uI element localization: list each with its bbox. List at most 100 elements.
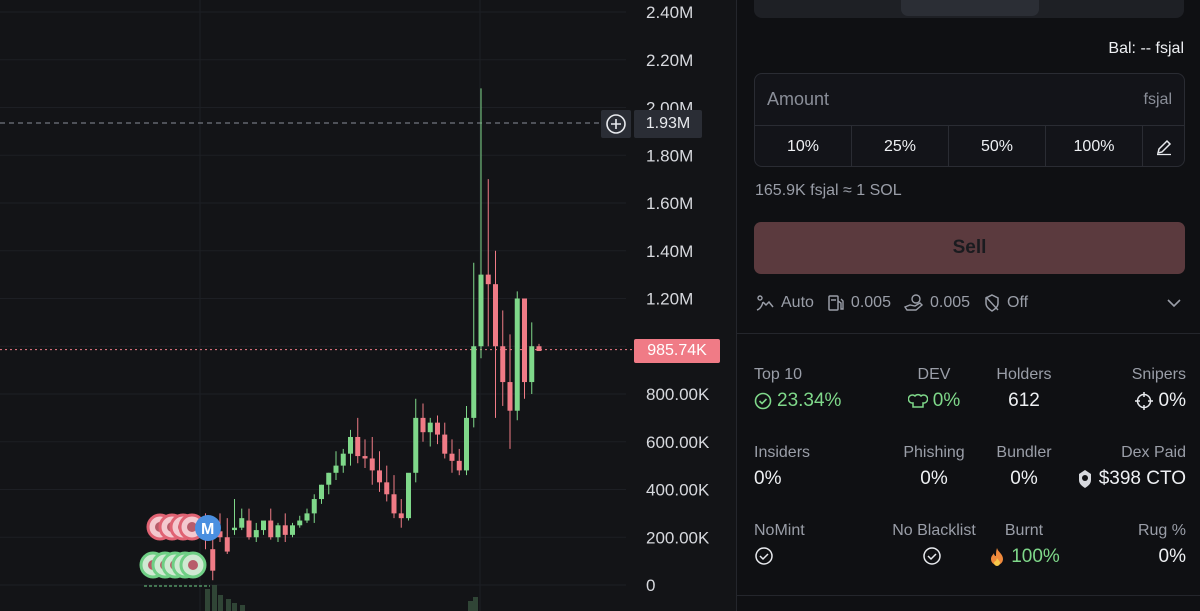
trade-marker-avatar [187,522,197,532]
candle-body [449,453,455,461]
candle-body [485,274,491,285]
tab-active[interactable] [901,0,1039,16]
exchange-rate: 165.9K fsjal ≈ 1 SOL [755,182,902,199]
price-axis-label: 1.40M [646,242,693,261]
trade-panel: Bal: -- fsjal Amount fsjal 10% 25% 50% 1… [736,0,1200,611]
candle-body [333,465,339,473]
current-price-tag: 985.74K [634,339,720,363]
candle-body [275,525,281,538]
tip-setting[interactable]: 0.005 [903,293,970,313]
candle-body [311,499,317,514]
stat-rug: Rug % 0% [1137,522,1186,567]
crosshair-price-tag: 1.93M [634,110,702,138]
candle-body [536,346,542,352]
stat-top10: Top 10 23.34% [754,366,842,411]
trade-marker-avatar [188,560,198,570]
crosshair-icon [1134,392,1153,410]
price-axis-label: 1.80M [646,146,693,165]
candle-body [514,298,520,411]
candle-body [369,458,375,471]
mev-protect-setting[interactable]: Off [982,293,1028,313]
tip-value: 0.005 [929,294,971,311]
candle-body [362,456,368,459]
chef-hat-icon [907,393,928,408]
candle-body [348,436,353,454]
volume-bar [240,605,245,611]
priority-fee-setting[interactable]: 0.005 [826,293,891,313]
mev-protect-value: Off [1007,294,1029,311]
volume-bar [232,603,237,611]
volume-bar [473,597,478,611]
stat-nomint: NoMint [754,522,805,566]
slippage-value: Auto [781,294,814,311]
price-axis-label: 2.40M [646,3,693,22]
volume-bar [205,589,210,611]
candle-body [406,472,411,519]
candle-body [290,525,295,535]
pct-50-button[interactable]: 50% [949,126,1046,166]
candle-body [427,422,433,433]
candle-body [529,346,535,383]
panel-bottom-divider [737,595,1200,596]
stat-burnt: Burnt 100% [964,522,1084,568]
check-circle-icon [922,547,941,565]
sell-button[interactable]: Sell [754,222,1185,274]
volume-bar [218,595,223,611]
candle-body [232,527,237,531]
order-type-tabs[interactable] [754,0,1184,18]
add-alert-plus-icon[interactable] [601,110,631,138]
edit-pencil-icon[interactable] [1143,126,1184,166]
candle-body [210,549,216,571]
candle-body [340,453,346,466]
candle-body [377,470,382,483]
check-circle-icon [754,392,772,410]
pct-25-button[interactable]: 25% [852,126,949,166]
amount-input-box[interactable]: Amount fsjal 10% 25% 50% 100% [754,73,1185,167]
pct-100-button[interactable]: 100% [1046,126,1143,166]
price-axis-label: 1.60M [646,194,693,213]
gas-pump-icon [828,295,844,311]
candle-body [420,417,426,433]
candle-body [384,482,390,495]
volume-bar [226,599,231,611]
candle-body [217,531,223,538]
slippage-icon [756,295,774,311]
shield-off-icon [985,294,999,312]
stat-holders: Holders 612 [996,366,1052,411]
candle-body [246,520,252,538]
candle-body [261,520,266,531]
candle-body [391,494,397,514]
candle-body [224,537,230,552]
candle-body [456,460,462,471]
candle-body [442,434,448,454]
stat-insiders: Insiders 0% [754,444,811,489]
stat-phishing: Phishing 0% [903,444,965,489]
stat-no-blacklist: No Blacklist [874,522,994,566]
dev-marker [195,515,221,541]
candle-body [471,346,477,418]
dev-marker-label: M [201,521,214,538]
price-axis-label: 200.00K [646,528,710,547]
stat-snipers: Snipers 0% [1131,366,1186,411]
chevron-down-icon[interactable] [1165,294,1183,317]
pct-10-button[interactable]: 10% [755,126,852,166]
candle-body [398,513,404,519]
candle-body [326,472,332,485]
candle-body [464,417,469,471]
volume-bar [468,601,473,611]
candle-body [500,346,506,383]
priority-fee-value: 0.005 [850,294,891,311]
candle-body [304,513,310,521]
amount-unit: fsjal [1143,90,1172,108]
price-axis-label: 600.00K [646,433,710,452]
price-chart[interactable]: 2.40M2.20M2.00M1.80M1.60M1.40M1.20M1.00M… [0,0,736,611]
slippage-setting[interactable]: Auto [754,293,814,313]
candlestick-chart-canvas[interactable]: 2.40M2.20M2.00M1.80M1.60M1.40M1.20M1.00M… [0,0,736,611]
trade-settings-row[interactable]: Auto 0.005 0.005 Off [754,290,1185,316]
candle-body [239,518,245,528]
token-stats-grid: Top 10 23.34% DEV 0% Holders 612 Snipers [754,366,1186,600]
amount-input[interactable]: Amount [767,89,830,109]
balance-label: Bal: -- fsjal [1108,40,1184,57]
candle-body [355,436,361,457]
candle-body [319,484,324,500]
